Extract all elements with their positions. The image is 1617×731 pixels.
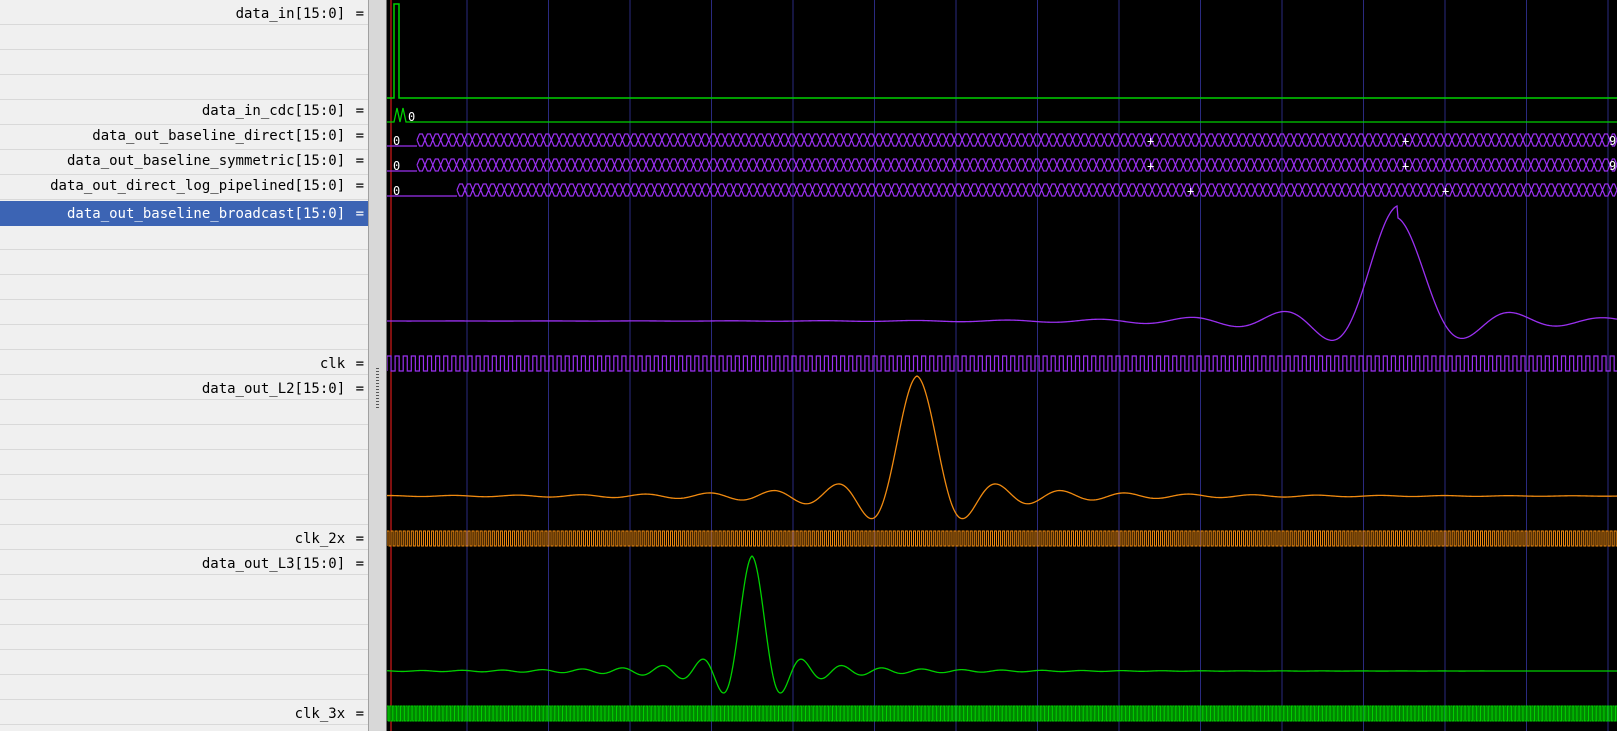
waveform-clk[interactable] xyxy=(387,355,1617,372)
value-label-baseline-direct-start: 0 xyxy=(393,134,400,148)
signal-row-clk-2x[interactable]: clk_2x = xyxy=(0,526,368,551)
waveform-data-out-baseline-direct[interactable] xyxy=(387,133,1617,147)
signal-equals: = xyxy=(347,205,364,222)
signal-row-data-in-cdc[interactable]: data_in_cdc[15:0] = xyxy=(0,98,368,123)
signal-name: clk xyxy=(319,355,346,372)
waveform-clk-3x[interactable] xyxy=(387,705,1617,722)
signal-equals: = xyxy=(347,355,364,372)
signal-equals: = xyxy=(347,152,364,169)
signal-row-data-in[interactable]: data_in[15:0] = xyxy=(0,1,368,26)
signal-name: data_out_baseline_broadcast[15:0] xyxy=(66,205,346,222)
waveform-data-out-baseline-symmetric[interactable] xyxy=(387,158,1617,172)
signal-name: data_out_L2[15:0] xyxy=(201,380,346,397)
value-label-baseline-direct-mid2: + xyxy=(1402,134,1409,148)
value-label-baseline-symmetric-end: 9 xyxy=(1609,159,1616,173)
value-label-baseline-symmetric-mid1: + xyxy=(1147,159,1154,173)
waveform-data-out-baseline-broadcast[interactable] xyxy=(387,204,1617,341)
waveform-data-in-cdc[interactable] xyxy=(387,107,1617,123)
signal-equals: = xyxy=(347,177,364,194)
waveform-data-out-l2[interactable] xyxy=(387,375,1617,520)
signal-name: clk_3x xyxy=(294,705,346,722)
value-label-direct-log-pipelined-start: 0 xyxy=(393,184,400,198)
signal-row-data-out-baseline-broadcast[interactable]: data_out_baseline_broadcast[15:0] = xyxy=(0,201,368,226)
signal-name: data_out_baseline_direct[15:0] xyxy=(92,127,346,144)
waveform-clk-2x[interactable] xyxy=(387,530,1617,547)
value-label-baseline-symmetric-start: 0 xyxy=(393,159,400,173)
waveform-data-out-l3[interactable] xyxy=(387,555,1617,694)
waveform-data-out-direct-log-pipelined[interactable] xyxy=(387,183,1617,197)
signal-equals: = xyxy=(347,5,364,22)
waveform-data-in[interactable] xyxy=(387,3,1617,99)
pane-splitter[interactable] xyxy=(368,0,387,731)
signal-row-clk-3x[interactable]: clk_3x = xyxy=(0,701,368,726)
signal-row-data-out-baseline-symmetric[interactable]: data_out_baseline_symmetric[15:0] = xyxy=(0,148,368,173)
signal-equals: = xyxy=(347,380,364,397)
signal-equals: = xyxy=(347,555,364,572)
signal-name: data_in[15:0] xyxy=(235,5,346,22)
value-label-data-in-cdc: 0 xyxy=(408,110,415,124)
waveform-canvas[interactable]: 0 0 + + 9 0 + + 9 0 + + xyxy=(387,0,1617,731)
signal-row-data-out-l2[interactable]: data_out_L2[15:0] = xyxy=(0,376,368,401)
signal-name: data_in_cdc[15:0] xyxy=(201,102,346,119)
value-label-baseline-direct-end: 9 xyxy=(1609,134,1616,148)
signal-row-data-out-baseline-direct[interactable]: data_out_baseline_direct[15:0] = xyxy=(0,123,368,148)
value-label-baseline-symmetric-mid2: + xyxy=(1402,159,1409,173)
splitter-grip-icon[interactable] xyxy=(376,368,379,408)
signal-equals: = xyxy=(347,705,364,722)
signal-name-pane: data_in[15:0] = data_in_cdc[15:0] = data… xyxy=(0,0,368,731)
value-label-baseline-direct-mid1: + xyxy=(1147,134,1154,148)
signal-equals: = xyxy=(347,102,364,119)
signal-name: clk_2x xyxy=(294,530,346,547)
signal-name: data_out_L3[15:0] xyxy=(201,555,346,572)
signal-name: data_out_direct_log_pipelined[15:0] xyxy=(50,177,346,194)
value-label-direct-log-pipelined-mid2: + xyxy=(1442,184,1449,198)
signal-row-data-out-l3[interactable]: data_out_L3[15:0] = xyxy=(0,551,368,576)
signal-equals: = xyxy=(347,127,364,144)
signal-name: data_out_baseline_symmetric[15:0] xyxy=(66,152,346,169)
signal-row-data-out-direct-log-pipelined[interactable]: data_out_direct_log_pipelined[15:0] = xyxy=(0,173,368,198)
value-label-direct-log-pipelined-mid1: + xyxy=(1187,184,1194,198)
signal-equals: = xyxy=(347,530,364,547)
signal-row-clk[interactable]: clk = xyxy=(0,351,368,376)
